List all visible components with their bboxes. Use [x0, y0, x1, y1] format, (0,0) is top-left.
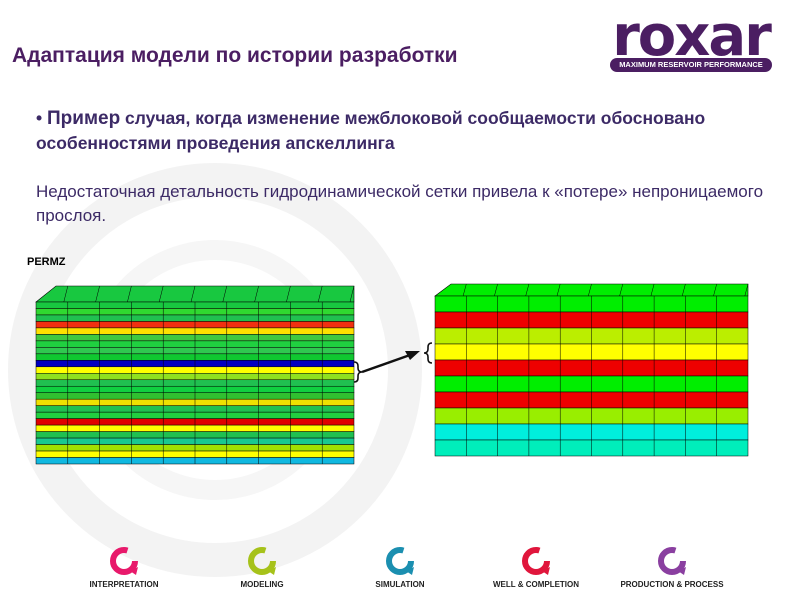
coarse-grid-top-line — [556, 283, 561, 297]
bullet-point: • Пример случая, когда изменение межблок… — [36, 108, 706, 153]
coarse-grid-top-line — [525, 283, 530, 297]
grid-label: PERMZ — [27, 256, 66, 268]
coarse-grid-top-line — [462, 283, 467, 297]
coarse-grid-model — [434, 283, 749, 457]
coarse-grid-top-line — [713, 283, 717, 297]
connector — [353, 342, 433, 383]
coarse-grid-top-line — [588, 283, 592, 297]
footer-label: SIMULATION — [375, 580, 425, 589]
fine-grid-top-line — [95, 285, 100, 303]
footer-item: SIMULATION — [330, 545, 470, 589]
fine-grid-top-line — [127, 285, 132, 303]
arrow-head — [405, 351, 420, 360]
footer-label: WELL & COMPLETION — [492, 580, 580, 589]
footer-item: WELL & COMPLETION — [466, 545, 606, 589]
fine-grid-top-line — [317, 285, 323, 303]
footer-label: MODELING — [240, 580, 284, 589]
coarse-grid-top-line — [744, 283, 749, 297]
left-brace — [353, 361, 363, 383]
fine-grid-top-line — [349, 285, 355, 303]
simulation-icon — [386, 547, 414, 575]
fine-grid-top-line — [254, 285, 259, 303]
modeling-icon — [248, 547, 276, 575]
fine-grid-top-line — [222, 285, 228, 303]
slide-title: Адаптация модели по истории разработки — [12, 44, 458, 67]
footer-label: INTERPRETATION — [89, 580, 159, 589]
fine-grid-top-line — [158, 285, 164, 303]
footer-label: PRODUCTION & PROCESS — [620, 580, 724, 589]
coarse-grid-top-face — [434, 283, 749, 297]
interpretation-icon — [110, 547, 138, 575]
logo-tagline: MAXIMUM RESERVOIR PERFORMANCE — [610, 58, 772, 72]
bullet-text: случая, когда изменение межблоковой сооб… — [36, 108, 706, 153]
footer-bar: INTERPRETATION MODELING SIMULATION WELL & C… — [0, 545, 800, 600]
fine-grid-top-line — [286, 285, 291, 303]
coarse-grid-top-line — [619, 283, 624, 297]
footer-item: INTERPRETATION — [54, 545, 194, 589]
footer-item: MODELING — [192, 545, 332, 589]
arrow-line — [361, 353, 411, 374]
coarse-grid-top-line — [650, 283, 655, 297]
bullet-lead: Пример — [47, 108, 121, 129]
note-text: Недостаточная детальность гидродинамичес… — [36, 182, 764, 225]
right-brace — [423, 342, 433, 364]
fine-grid-top-face — [35, 285, 355, 303]
roxar-logo: roxar MAXIMUM RESERVOIR PERFORMANCE — [608, 4, 774, 74]
production-process-icon — [658, 547, 686, 575]
fine-grid-top-line — [63, 285, 69, 303]
fine-grid-top-line — [190, 285, 196, 303]
coarse-grid-top-line — [494, 283, 498, 297]
coarse-grid-top-line — [681, 283, 686, 297]
fine-grid-model — [35, 285, 355, 465]
footer-item: PRODUCTION & PROCESS — [602, 545, 742, 589]
well-completion-icon — [522, 547, 550, 575]
